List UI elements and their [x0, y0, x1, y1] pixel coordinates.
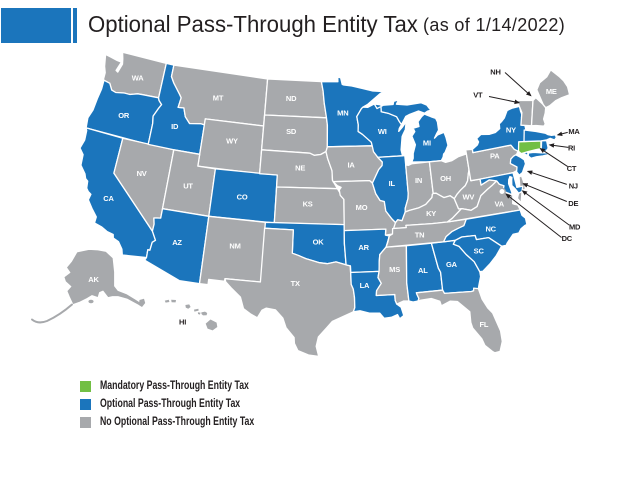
svg-text:MA: MA: [568, 127, 580, 136]
svg-text:IL: IL: [389, 179, 396, 188]
svg-text:IA: IA: [348, 160, 356, 169]
svg-text:PA: PA: [490, 152, 500, 161]
svg-text:SD: SD: [286, 127, 297, 136]
svg-text:NV: NV: [137, 169, 147, 178]
svg-text:UT: UT: [183, 182, 193, 191]
svg-text:SC: SC: [474, 247, 485, 256]
svg-text:ME: ME: [546, 87, 557, 96]
svg-text:MO: MO: [356, 203, 368, 212]
svg-text:GA: GA: [446, 260, 458, 269]
svg-text:AL: AL: [418, 266, 428, 275]
svg-text:MI: MI: [423, 139, 431, 148]
svg-text:AR: AR: [358, 243, 369, 252]
svg-text:KS: KS: [303, 200, 313, 209]
svg-text:ID: ID: [171, 122, 179, 131]
svg-text:AZ: AZ: [172, 238, 182, 247]
svg-text:WV: WV: [462, 193, 474, 202]
svg-text:CO: CO: [237, 193, 248, 202]
svg-text:WY: WY: [226, 137, 238, 146]
svg-text:CA: CA: [103, 194, 114, 203]
svg-text:OK: OK: [313, 238, 325, 247]
svg-text:WI: WI: [378, 127, 387, 136]
svg-text:TN: TN: [415, 231, 425, 240]
svg-text:MN: MN: [337, 109, 348, 118]
svg-text:MS: MS: [389, 265, 400, 274]
svg-text:NJ: NJ: [569, 182, 578, 191]
svg-text:NH: NH: [490, 67, 500, 76]
svg-text:ND: ND: [286, 94, 297, 103]
svg-text:MD: MD: [569, 223, 581, 232]
svg-text:DC: DC: [562, 234, 573, 243]
svg-text:OH: OH: [440, 174, 451, 183]
svg-text:WA: WA: [132, 74, 144, 83]
svg-text:TX: TX: [291, 279, 300, 288]
svg-text:FL: FL: [480, 320, 489, 329]
svg-text:DE: DE: [568, 199, 578, 208]
svg-text:VT: VT: [473, 90, 483, 99]
svg-text:NE: NE: [295, 164, 305, 173]
svg-text:LA: LA: [360, 281, 370, 290]
svg-text:KY: KY: [426, 209, 436, 218]
svg-text:OR: OR: [118, 111, 130, 120]
svg-text:AK: AK: [88, 275, 99, 284]
svg-text:HI: HI: [179, 318, 186, 327]
svg-text:VA: VA: [494, 199, 504, 208]
svg-text:NC: NC: [485, 224, 496, 233]
svg-text:CT: CT: [567, 164, 577, 173]
svg-text:MT: MT: [213, 94, 224, 103]
svg-text:RI: RI: [568, 144, 575, 153]
svg-text:NY: NY: [506, 125, 516, 134]
svg-text:IN: IN: [415, 176, 422, 185]
svg-text:NM: NM: [229, 242, 240, 251]
